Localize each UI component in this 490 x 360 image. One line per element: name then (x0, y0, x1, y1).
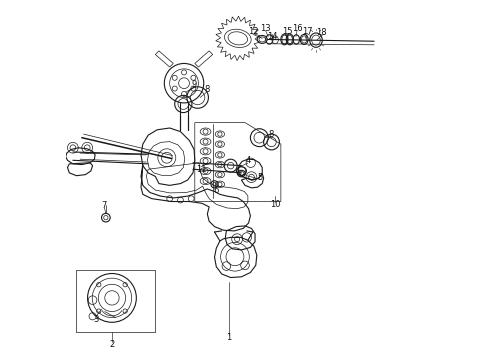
Text: 10: 10 (270, 200, 281, 209)
Text: 7: 7 (102, 201, 107, 210)
Text: 9: 9 (191, 81, 196, 90)
Text: 11: 11 (196, 165, 206, 174)
Text: 5: 5 (258, 173, 263, 182)
Text: 13: 13 (261, 24, 271, 33)
Text: 1: 1 (226, 333, 231, 342)
Text: 17: 17 (302, 27, 313, 36)
Text: 8: 8 (204, 85, 209, 94)
Bar (76, 270, 155, 332)
Text: 16: 16 (292, 24, 302, 33)
Text: 18: 18 (317, 28, 327, 37)
Text: 6: 6 (213, 185, 218, 194)
Text: 8: 8 (269, 130, 274, 139)
Text: 12: 12 (247, 27, 258, 36)
Text: 2: 2 (110, 341, 115, 350)
Text: 14: 14 (267, 32, 277, 41)
Text: 4: 4 (245, 157, 250, 166)
Text: 15: 15 (282, 27, 293, 36)
Text: 3: 3 (94, 315, 99, 324)
